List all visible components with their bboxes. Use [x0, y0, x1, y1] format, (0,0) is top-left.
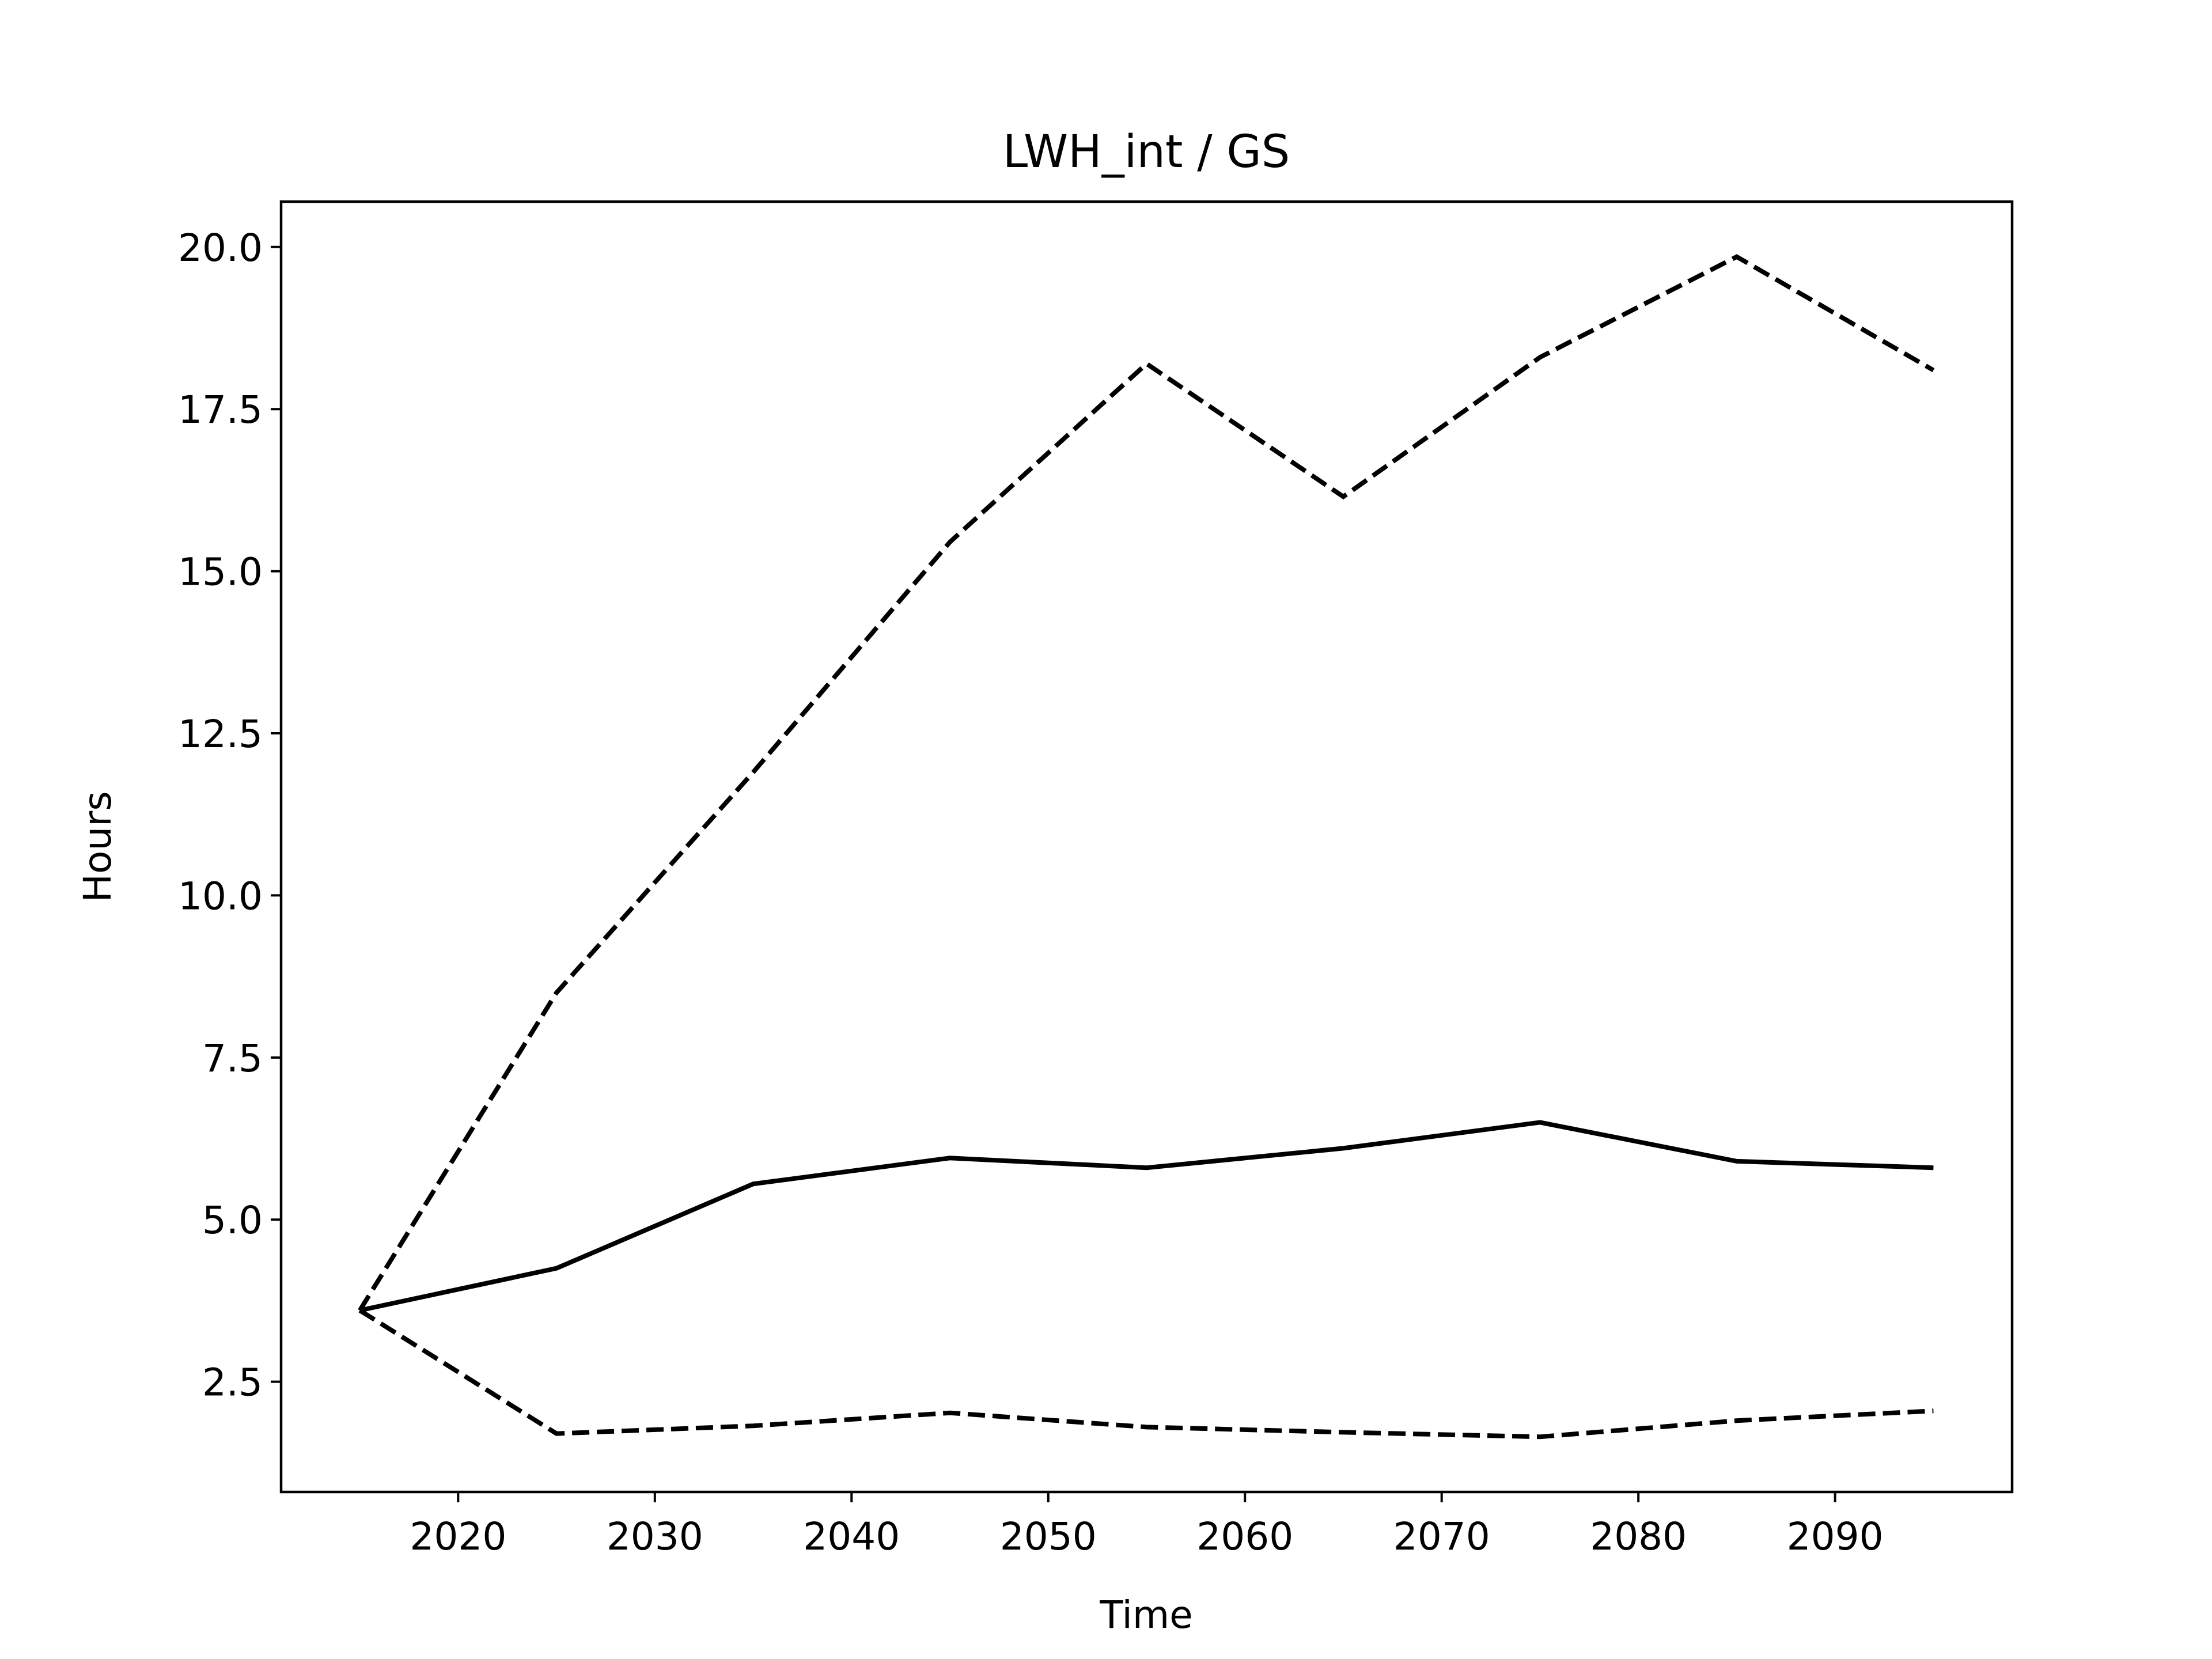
x-tick-label: 2080 [1590, 1514, 1687, 1559]
plot-frame [279, 200, 2014, 1494]
y-axis-label: Hours [75, 791, 120, 902]
x-tick-label: 2050 [1000, 1514, 1097, 1559]
x-tick-label: 2090 [1787, 1514, 1884, 1559]
solid-series-line-0 [359, 1120, 1934, 1313]
y-tick-label: 10.0 [178, 874, 263, 918]
x-axis-ticks: 2020 2030 2040 2050 2060 2070 2080 2090 [410, 1492, 1884, 1559]
x-tick-label: 2040 [803, 1514, 900, 1559]
y-tick-label: 17.5 [178, 388, 263, 432]
y-tick-label: 7.5 [202, 1036, 263, 1081]
x-axis-label: Time [1099, 1593, 1193, 1637]
y-tick-label: 5.0 [202, 1198, 263, 1243]
dashed-series-line-1 [358, 254, 1935, 1312]
y-tick-label: 2.5 [202, 1361, 263, 1405]
series-layer [358, 254, 1935, 1440]
x-tick-label: 2020 [410, 1514, 506, 1559]
chart-title: LWH_int / GS [1003, 126, 1290, 178]
y-tick-label: 12.5 [178, 712, 263, 756]
x-tick-label: 2060 [1196, 1514, 1293, 1559]
dashed-series-line-2 [358, 1308, 1934, 1440]
y-tick-label: 15.0 [178, 550, 263, 594]
x-tick-label: 2070 [1393, 1514, 1490, 1559]
y-tick-label: 20.0 [178, 226, 263, 270]
x-tick-label: 2030 [607, 1514, 703, 1559]
y-axis-ticks: 2.5 5.0 7.5 10.0 12.5 15.0 17.5 20.0 [178, 226, 281, 1405]
